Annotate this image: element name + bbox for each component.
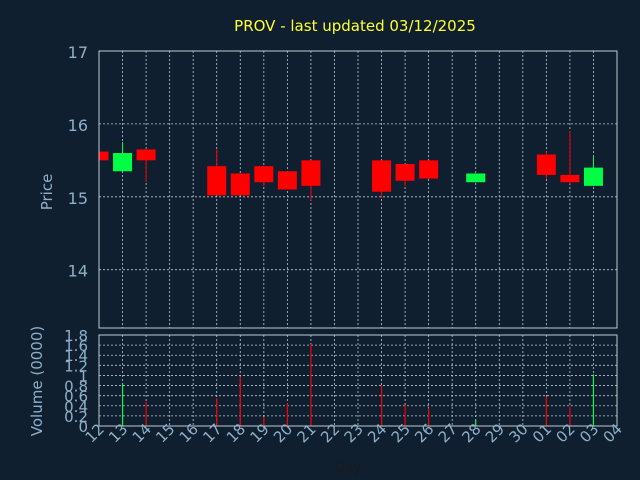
price-y-ticks: 14 15 16 17	[68, 43, 88, 281]
volume-y-tick-label: 0.4	[64, 398, 88, 416]
candle	[583, 156, 603, 186]
price-y-tick-label: 16	[68, 116, 88, 135]
price-panel-frame	[98, 50, 618, 329]
candle-body	[113, 153, 133, 172]
candle	[277, 171, 297, 190]
candle-body	[207, 166, 227, 196]
price-candles	[98, 131, 603, 201]
candle	[207, 149, 227, 196]
volume-y-ticks: 00.20.40.60.811.21.41.61.8	[64, 327, 88, 436]
volume-y-tick-label: 1.6	[64, 337, 88, 355]
volume-y-tick-label: 0	[78, 418, 88, 436]
volume-y-tick-label: 0.6	[64, 388, 88, 406]
candle-body	[560, 174, 580, 183]
candle	[136, 149, 156, 183]
price-y-axis-label: Price	[38, 174, 56, 211]
candle-body	[277, 171, 297, 190]
candle	[113, 142, 133, 172]
candle	[560, 131, 580, 184]
volume-y-tick-label: 1	[78, 367, 88, 385]
candle-body	[99, 151, 109, 161]
candle	[419, 160, 439, 179]
candle-body	[254, 166, 274, 183]
candle	[466, 173, 486, 183]
candle-body	[372, 160, 392, 192]
candle	[372, 160, 392, 199]
candle	[395, 163, 415, 186]
price-y-tick-label: 15	[68, 189, 88, 208]
volume-y-tick-label: 1.2	[64, 357, 88, 375]
x-axis-ticks: 1213141516171819202122232425262728293001…	[82, 420, 626, 446]
candle-body	[230, 173, 250, 196]
volume-y-tick-label: 1.4	[64, 347, 88, 365]
volume-y-tick-label: 0.8	[64, 378, 88, 396]
volume-y-tick-label: 1.8	[64, 327, 88, 345]
candle	[301, 160, 321, 201]
price-y-tick-label: 17	[68, 43, 88, 62]
candle	[536, 151, 556, 179]
volume-bars	[121, 344, 595, 426]
candle	[254, 166, 274, 186]
candle-body	[395, 163, 415, 181]
volume-y-tick-label: 0.2	[64, 408, 88, 426]
candle-body	[536, 154, 556, 175]
volume-y-axis-label: Volume (0000)	[28, 326, 46, 436]
candle-body	[301, 160, 321, 186]
chart-title: PROV - last updated 03/12/2025	[234, 17, 476, 35]
candle-body	[136, 149, 156, 161]
x-axis-label: Day	[334, 460, 362, 476]
candle	[230, 173, 250, 196]
candle-body	[419, 160, 439, 179]
candle-body	[466, 173, 486, 183]
candle	[98, 151, 109, 161]
candle-body	[583, 167, 603, 186]
volume-panel-frame	[98, 334, 618, 427]
price-y-tick-label: 14	[68, 262, 88, 281]
